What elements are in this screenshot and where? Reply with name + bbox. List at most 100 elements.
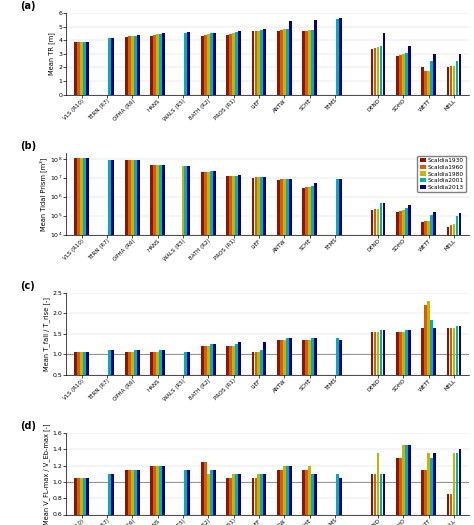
Bar: [238, 32, 241, 94]
Bar: [252, 478, 254, 525]
Bar: [305, 31, 308, 94]
Bar: [405, 208, 408, 525]
Bar: [430, 320, 433, 395]
Bar: [257, 474, 260, 525]
Bar: [255, 352, 257, 395]
Bar: [433, 454, 436, 525]
Bar: [252, 178, 254, 525]
Bar: [456, 326, 458, 395]
Bar: [137, 470, 139, 525]
Bar: [337, 19, 339, 94]
Bar: [111, 38, 114, 94]
Bar: [111, 474, 114, 525]
Bar: [383, 330, 385, 395]
Bar: [264, 342, 266, 395]
Bar: [159, 350, 162, 395]
Bar: [131, 470, 134, 525]
Bar: [402, 54, 405, 94]
Bar: [314, 474, 317, 525]
Bar: [210, 344, 212, 395]
Bar: [134, 160, 137, 525]
Bar: [302, 187, 305, 525]
Bar: [86, 352, 89, 395]
Bar: [408, 205, 411, 525]
Bar: [162, 466, 165, 525]
Bar: [188, 166, 190, 525]
Bar: [111, 350, 114, 395]
Y-axis label: Mean V_FL-max / V_Eb-max [-]: Mean V_FL-max / V_Eb-max [-]: [43, 423, 50, 524]
Bar: [207, 346, 210, 395]
Bar: [428, 454, 430, 525]
Bar: [289, 466, 292, 525]
Bar: [162, 34, 165, 94]
Bar: [184, 166, 187, 525]
Text: (b): (b): [20, 141, 36, 151]
Bar: [226, 346, 229, 395]
Bar: [396, 457, 399, 525]
Bar: [150, 352, 153, 395]
Bar: [428, 220, 430, 525]
Bar: [235, 474, 238, 525]
Bar: [235, 344, 238, 395]
Bar: [109, 474, 111, 525]
Bar: [380, 330, 383, 395]
Bar: [456, 216, 458, 525]
Bar: [377, 47, 380, 94]
Bar: [421, 470, 424, 525]
Bar: [447, 67, 449, 94]
Bar: [339, 18, 342, 94]
Bar: [396, 332, 399, 395]
Bar: [311, 474, 314, 525]
Bar: [339, 478, 342, 525]
Bar: [226, 35, 229, 94]
Bar: [377, 332, 380, 395]
Bar: [207, 172, 210, 525]
Bar: [314, 183, 317, 525]
Bar: [226, 176, 229, 525]
Bar: [235, 175, 238, 525]
Bar: [428, 301, 430, 395]
Bar: [305, 340, 308, 395]
Bar: [289, 178, 292, 525]
Bar: [201, 346, 204, 395]
Bar: [283, 179, 285, 525]
Bar: [399, 457, 402, 525]
Bar: [399, 332, 402, 395]
Bar: [125, 37, 128, 94]
Bar: [305, 187, 308, 525]
Bar: [109, 350, 111, 395]
Bar: [264, 474, 266, 525]
Bar: [302, 470, 305, 525]
Bar: [153, 466, 156, 525]
Bar: [137, 35, 139, 94]
Bar: [80, 478, 83, 525]
Bar: [232, 346, 235, 395]
Bar: [77, 158, 80, 525]
Bar: [261, 474, 263, 525]
Y-axis label: Mean Tidal Prism [m³]: Mean Tidal Prism [m³]: [39, 157, 47, 230]
Bar: [380, 203, 383, 525]
Bar: [261, 30, 263, 94]
Bar: [257, 352, 260, 395]
Bar: [311, 30, 314, 94]
Bar: [86, 478, 89, 525]
Bar: [405, 445, 408, 525]
Bar: [430, 215, 433, 525]
Bar: [405, 53, 408, 94]
Bar: [128, 352, 131, 395]
Bar: [74, 478, 77, 525]
Bar: [408, 330, 411, 395]
Bar: [229, 346, 232, 395]
Text: (a): (a): [20, 1, 36, 10]
Bar: [184, 470, 187, 525]
Bar: [255, 177, 257, 525]
Bar: [337, 179, 339, 525]
Bar: [131, 160, 134, 525]
Bar: [456, 454, 458, 525]
Bar: [280, 179, 283, 525]
Bar: [283, 466, 285, 525]
Bar: [83, 41, 86, 94]
Bar: [453, 328, 456, 395]
Bar: [421, 67, 424, 94]
Bar: [396, 56, 399, 94]
